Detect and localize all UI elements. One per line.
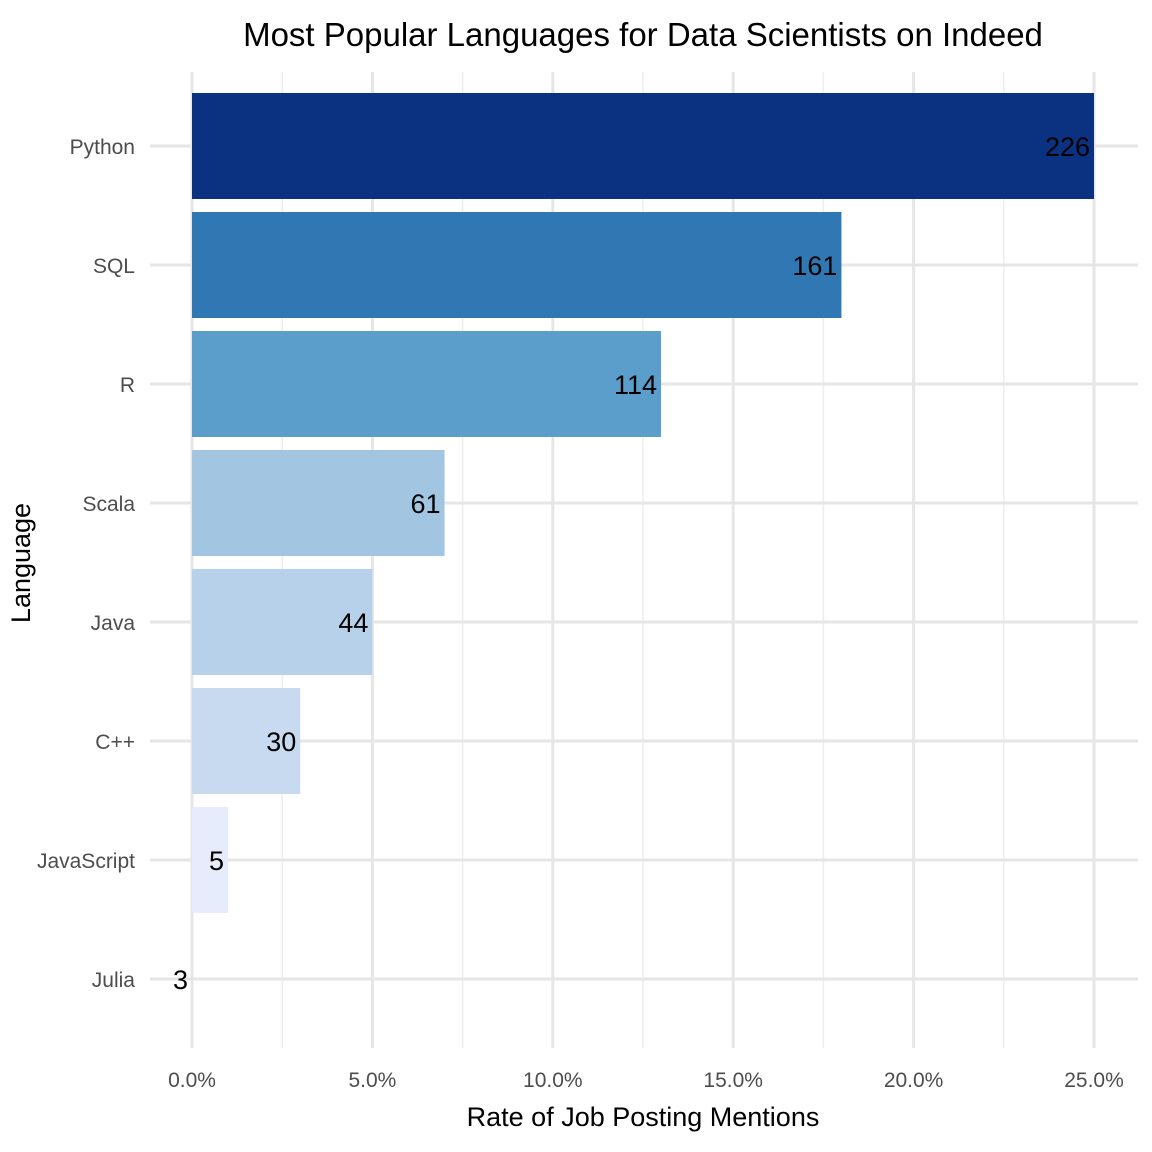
data-label: 226 <box>1045 132 1090 162</box>
bar-javascript <box>192 807 229 913</box>
bar-sql <box>192 212 842 318</box>
x-tick-label: 5.0% <box>348 1069 396 1092</box>
y-axis-title: Language <box>6 503 36 623</box>
x-tick-label: 10.0% <box>523 1069 583 1092</box>
data-label: 61 <box>411 489 441 519</box>
data-label: 30 <box>266 727 296 757</box>
data-label: 161 <box>792 251 837 281</box>
y-tick-label: JavaScript <box>37 850 135 873</box>
y-tick-label: Scala <box>82 493 135 516</box>
data-labels: 226 161 114 61 44 30 5 3 <box>173 132 1090 995</box>
x-axis-title: Rate of Job Posting Mentions <box>467 1102 820 1132</box>
y-tick-label: Julia <box>92 969 136 992</box>
y-tick-label: C++ <box>95 731 135 754</box>
x-tick-label: 25.0% <box>1064 1069 1124 1092</box>
data-label: 114 <box>614 370 657 400</box>
bar-scala <box>192 450 445 556</box>
data-label: 5 <box>209 846 224 876</box>
x-axis-tick-labels: 0.0% 5.0% 10.0% 15.0% 20.0% 25.0% <box>168 1069 1124 1092</box>
bar-r <box>192 331 662 437</box>
bar-java <box>192 569 373 675</box>
data-label: 44 <box>338 608 368 638</box>
y-tick-label: SQL <box>93 255 135 278</box>
x-tick-label: 15.0% <box>703 1069 763 1092</box>
bar-c- <box>192 688 301 794</box>
x-tick-label: 20.0% <box>884 1069 944 1092</box>
bar-python <box>192 93 1094 199</box>
chart-title: Most Popular Languages for Data Scientis… <box>243 16 1043 53</box>
y-tick-label: R <box>120 374 135 397</box>
data-label: 3 <box>173 965 188 995</box>
y-axis-tick-labels: Python SQL R Scala Java C++ JavaScript Julia <box>37 136 135 992</box>
y-tick-label: Java <box>91 612 136 635</box>
x-tick-label: 0.0% <box>168 1069 216 1092</box>
bars <box>192 93 1094 913</box>
y-tick-label: Python <box>70 136 135 159</box>
